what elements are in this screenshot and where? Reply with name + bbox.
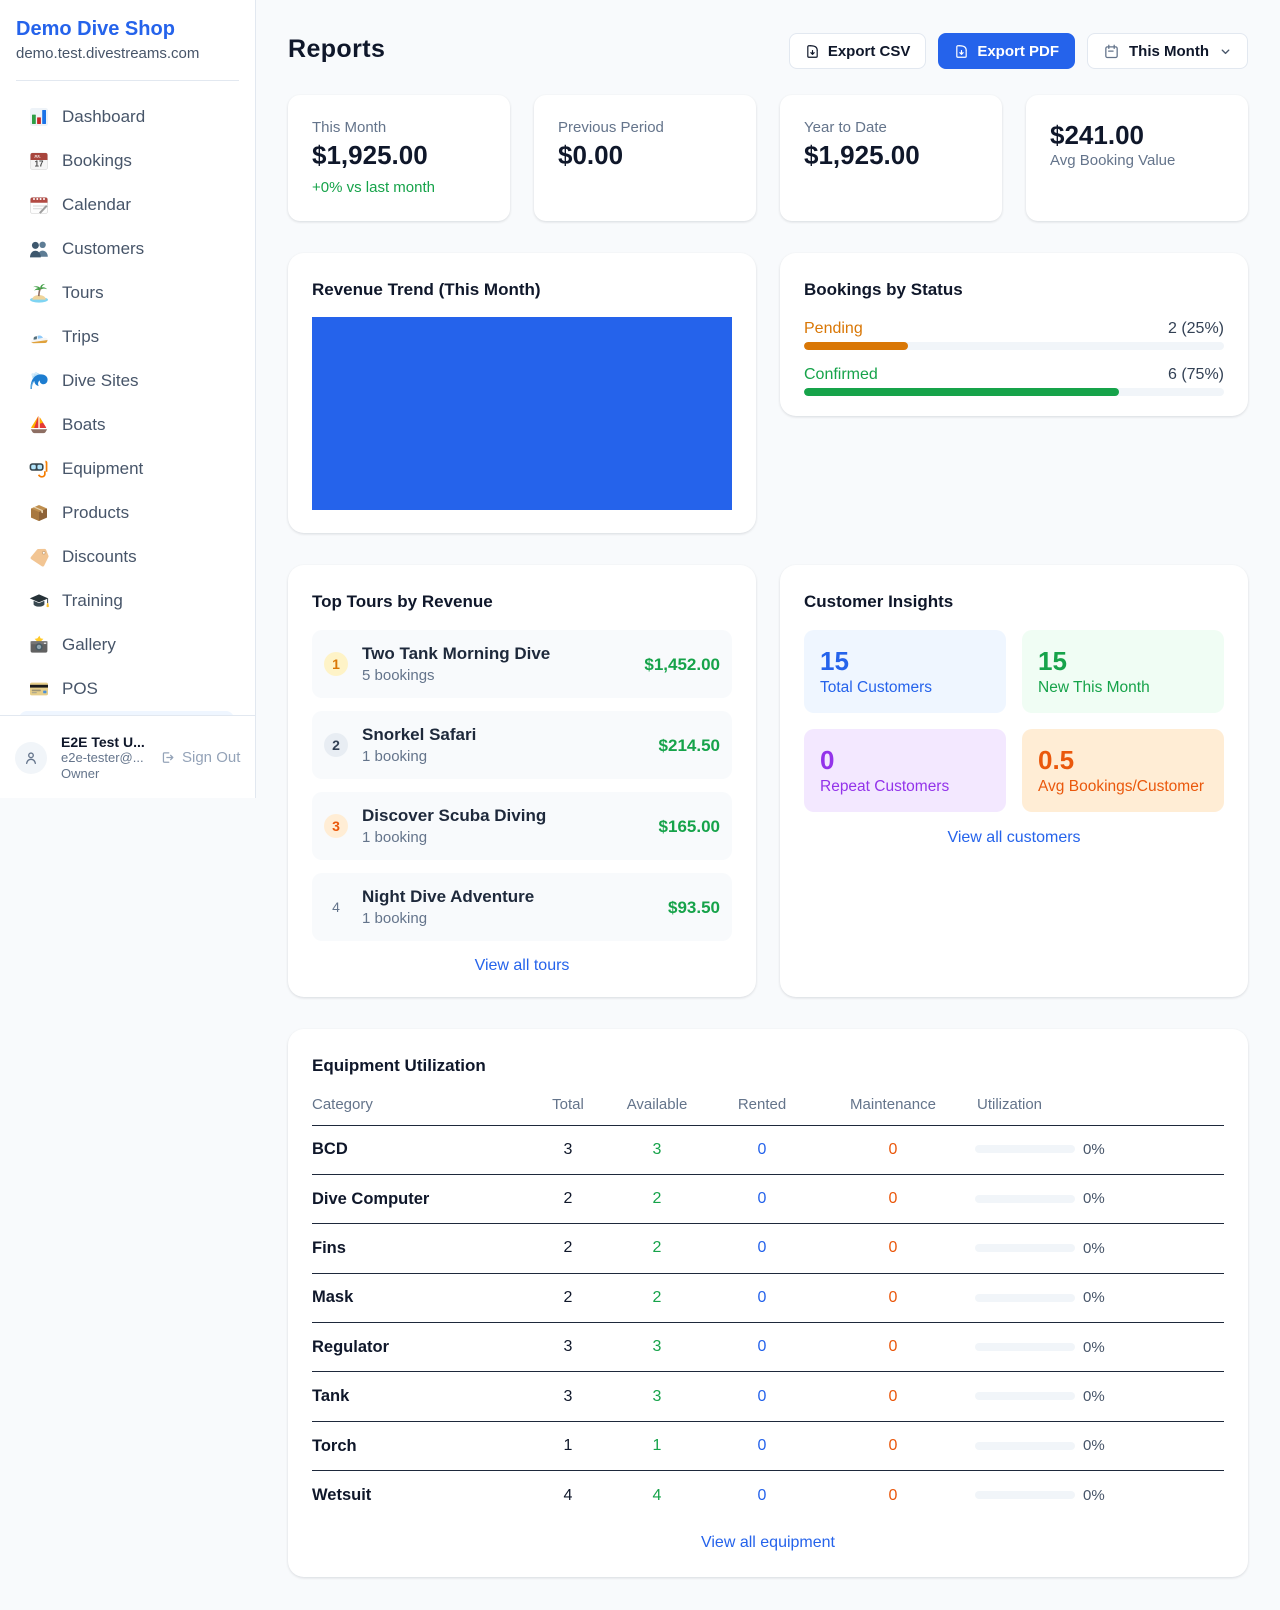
svg-text:JUL: JUL — [34, 155, 41, 159]
svg-text:17: 17 — [35, 160, 44, 169]
